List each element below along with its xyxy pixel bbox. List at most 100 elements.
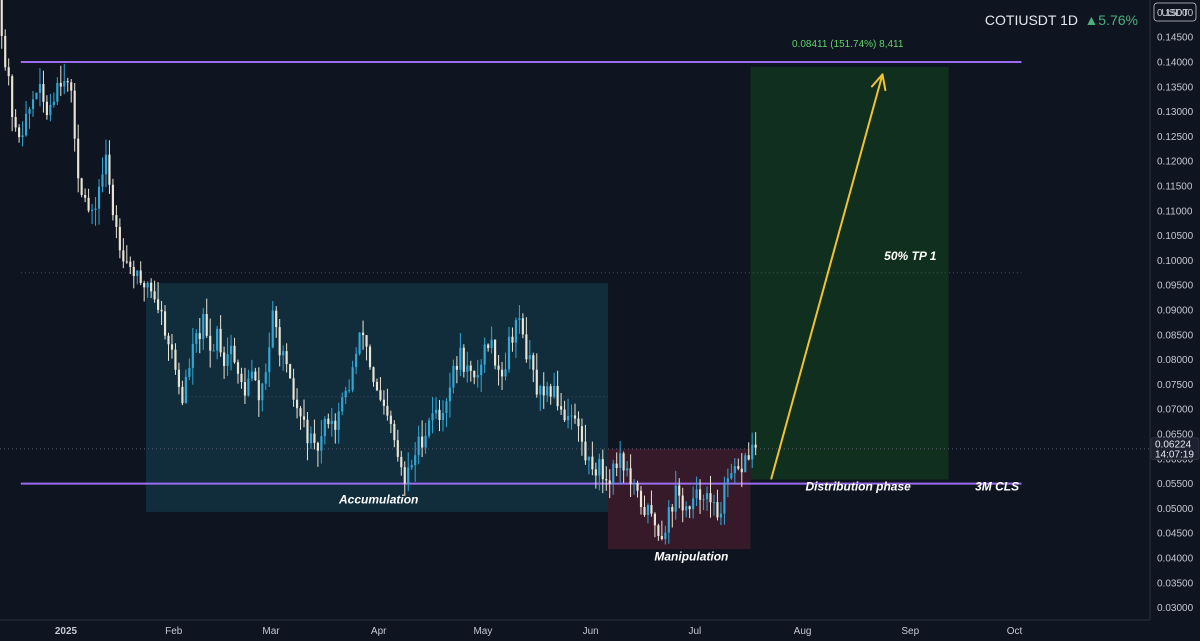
candle-body [619,453,622,469]
candle-body [243,382,247,396]
candle-body [414,455,417,466]
candle [532,352,535,383]
candle [646,503,650,524]
candle-body [73,90,76,139]
candle [243,367,247,404]
candle [66,77,69,92]
candle [466,351,469,383]
candle [219,315,222,357]
candle [692,486,695,519]
candle [18,124,21,143]
candle-body [483,344,486,365]
candle [434,397,438,420]
candle [730,463,733,480]
candle [181,380,184,406]
candle-body [115,215,118,227]
price-tick-label: 0.04000 [1157,554,1194,565]
candle [622,451,625,483]
candle-body [612,463,615,484]
candle-body [438,409,441,420]
candle-body [87,197,90,211]
candle [386,388,389,421]
candle-body [507,336,511,370]
candle-body [108,154,111,185]
candle [264,363,267,390]
candle [226,337,229,376]
annotation-label: Manipulation [654,549,728,563]
candle-body [188,367,191,377]
candle [153,280,156,303]
candle-body [264,372,267,384]
candle-body [737,466,740,469]
candle-body [111,184,114,216]
candle-body [480,364,483,376]
candle [320,420,323,464]
candle-body [181,386,184,404]
candle [726,468,729,498]
candle-body [674,485,677,512]
candle [709,475,712,518]
time-tick-label: Apr [371,626,387,637]
candle [254,367,257,382]
candle-body [494,339,497,366]
candle [188,358,191,381]
candle-body [104,154,108,175]
candle [368,344,372,370]
candle-body [160,309,163,312]
time-tick-label: Jul [688,626,701,637]
price-tick-label: 0.12000 [1157,157,1194,168]
time-tick-label: Feb [165,626,183,637]
candle-body [254,371,257,381]
candle [202,308,205,350]
candle [639,485,643,515]
candle-body [462,347,465,372]
candle-body [49,104,52,116]
candle [97,179,101,225]
candle [389,410,392,434]
time-tick-label: May [473,626,492,637]
candle-body [268,347,271,373]
candle-body [521,318,524,335]
candle [615,452,618,477]
candle-body [709,493,712,503]
candle [563,400,566,423]
candle-body [45,101,48,116]
candle-body [365,335,368,347]
candle [282,345,285,371]
candle-body [271,310,274,348]
candle [299,405,302,430]
candle [424,422,427,454]
candle-body [150,282,153,292]
candle [678,478,681,509]
candle-body [382,399,385,406]
candle-body [744,455,747,473]
candle [521,313,524,339]
price-axis-panel[interactable] [1150,0,1200,620]
price-tick-label: 0.03500 [1157,578,1194,589]
candle-body [18,127,21,138]
candle [636,480,639,498]
candle-body [372,367,375,382]
candle [733,457,736,484]
candle [358,332,361,356]
candle [289,363,292,379]
candle [150,278,153,299]
candle-body [323,418,326,437]
candle [587,456,590,475]
candle [341,392,344,416]
candle [438,399,441,432]
candle [174,343,177,375]
candle-body [146,282,149,288]
candle-body [560,406,563,410]
candle [542,372,545,409]
price-tick-label: 0.14000 [1157,58,1194,69]
candle-body [712,502,716,504]
candle-body [428,420,431,436]
candle [507,326,511,373]
price-tick-label: 0.14500 [1157,33,1194,44]
candle [146,281,149,298]
time-tick-label: Sep [901,626,919,637]
candle-body [441,413,445,420]
currency-badge[interactable]: USDT [1153,2,1197,22]
